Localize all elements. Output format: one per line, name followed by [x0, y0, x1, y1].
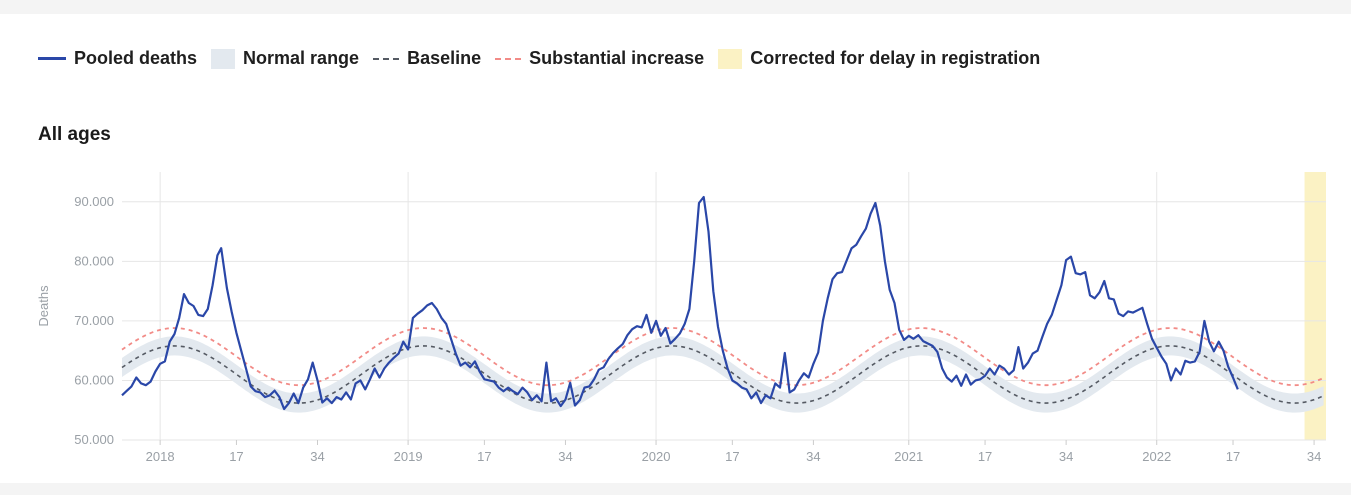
- x-tick-label: 34: [806, 449, 820, 464]
- x-tick-label: 2020: [642, 449, 671, 464]
- legend-item-substantial[interactable]: Substantial increase: [495, 48, 704, 69]
- baseline-swatch: [373, 57, 400, 60]
- legend-item-corrected[interactable]: Corrected for delay in registration: [718, 48, 1040, 69]
- x-tick-label: 17: [229, 449, 243, 464]
- baseline-line: [121, 345, 1324, 404]
- legend-label-substantial: Substantial increase: [529, 48, 705, 68]
- y-axis-label: Deaths: [36, 285, 51, 327]
- x-tick-label: 17: [725, 449, 739, 464]
- x-tick-label: 2021: [894, 449, 923, 464]
- legend-label-corrected: Corrected for delay in registration: [750, 48, 1041, 68]
- x-tick-label: 17: [477, 449, 491, 464]
- pooled-swatch: [38, 57, 66, 60]
- substantial-swatch: [495, 57, 522, 60]
- normal-swatch: [211, 48, 236, 69]
- x-tick-label: 2022: [1142, 449, 1171, 464]
- legend-label-normal: Normal range: [243, 48, 360, 68]
- corrected-region: [1304, 172, 1326, 440]
- x-tick-label: 34: [310, 449, 324, 464]
- y-tick-label: 60.000: [74, 372, 114, 387]
- legend-label-pooled: Pooled deaths: [74, 48, 198, 68]
- x-tick-label: 17: [1226, 449, 1240, 464]
- x-tick-label: 17: [978, 449, 992, 464]
- x-tick-label: 34: [1059, 449, 1073, 464]
- x-tick-label: 34: [558, 449, 572, 464]
- y-tick-label: 70.000: [74, 313, 114, 328]
- panel-title: All ages: [38, 124, 111, 145]
- legend-item-baseline[interactable]: Baseline: [373, 48, 481, 69]
- legend-item-normal[interactable]: Normal range: [211, 48, 359, 69]
- legend: Pooled deaths Normal range Baseline Subs…: [38, 48, 1040, 69]
- legend-label-baseline: Baseline: [407, 48, 482, 68]
- x-tick-label: 2018: [146, 449, 175, 464]
- pooled-deaths-line: [121, 195, 1239, 411]
- y-tick-label: 80.000: [74, 253, 114, 268]
- corrected-swatch: [718, 48, 743, 69]
- normal-range-band: [122, 336, 1324, 413]
- x-tick-label: 2019: [394, 449, 423, 464]
- substantial-increase-line: [121, 327, 1325, 387]
- x-tick-label: 34: [1307, 449, 1321, 464]
- y-tick-label: 50.000: [74, 432, 114, 447]
- legend-item-pooled[interactable]: Pooled deaths: [38, 48, 197, 69]
- y-tick-label: 90.000: [74, 194, 114, 209]
